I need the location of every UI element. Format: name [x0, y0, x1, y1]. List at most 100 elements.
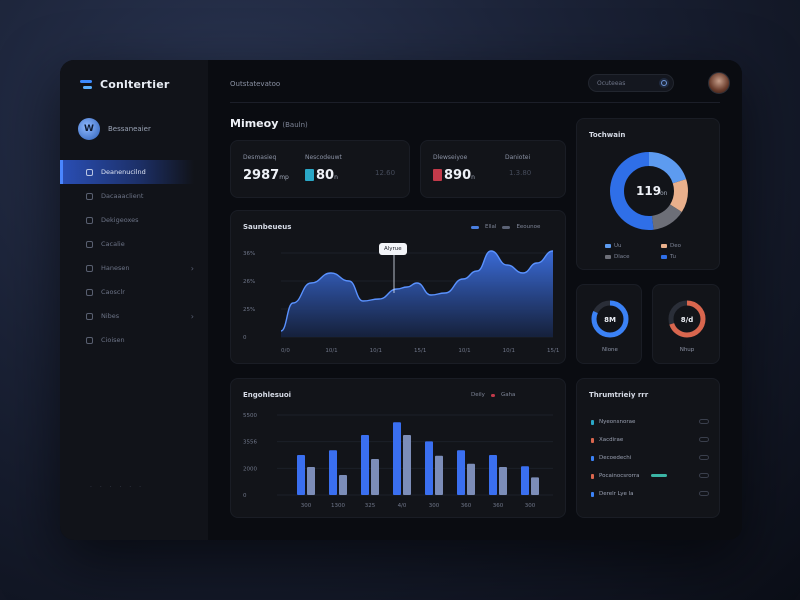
- sidebar-item[interactable]: Cacalie: [60, 232, 208, 256]
- area-chart: 36% 26% 25% 0 0/0 10/1 10/1 15/1 10/1 10/1 15/1: [243, 250, 559, 354]
- list-item-toggle[interactable]: [699, 455, 709, 460]
- donut-card[interactable]: Tochwain 119 on Uu Deo Dlace Tu: [576, 118, 720, 270]
- stat-unit: mp: [279, 174, 289, 181]
- list-item-marker: [591, 437, 594, 443]
- donut-slice: [610, 152, 688, 230]
- x-tick-label: 15/1: [547, 348, 559, 354]
- search-placeholder: Ocuteeas: [597, 79, 626, 87]
- chevron-right-icon: ›: [190, 311, 194, 321]
- legend-item: Deo: [661, 243, 701, 249]
- search-input[interactable]: Ocuteeas: [588, 74, 674, 92]
- area-chart-card[interactable]: Saunbeueus Ellal Eeounoe 36% 26% 25% 0 0/0 10…: [230, 210, 566, 364]
- avatar-initial: W: [84, 124, 94, 134]
- x-tick-label: 300: [301, 503, 312, 509]
- y-tick-label: 25%: [243, 307, 255, 313]
- mini-donut-label: Nhup: [680, 347, 695, 353]
- list-item-toggle[interactable]: [699, 491, 709, 496]
- sidebar-item[interactable]: Deanenucilnd: [60, 160, 194, 184]
- sidebar-item[interactable]: Nibes ›: [60, 304, 208, 328]
- list-item[interactable]: Decoedechi: [591, 452, 711, 464]
- x-tick-label: 10/1: [458, 348, 470, 354]
- stat-card[interactable]: Desmasieq 2987mp Nescodeuwt 80n 12.60: [230, 140, 410, 198]
- user-profile[interactable]: W Bessaneaier: [78, 118, 151, 140]
- sidebar-item[interactable]: Dacaaaclient: [60, 184, 208, 208]
- list-card[interactable]: Thrumtrieiy rrr Nyeonsnorae Xacdirae Decoe…: [576, 378, 720, 518]
- y-tick-label: 36%: [243, 251, 255, 257]
- list-item-marker: [591, 473, 594, 479]
- legend-swatch: [605, 244, 611, 248]
- sidebar-item[interactable]: Cioisen: [60, 328, 208, 352]
- mini-donut-card[interactable]: 8/d Nhup: [652, 284, 720, 364]
- sidebar-item[interactable]: Dekigeoxes: [60, 208, 208, 232]
- nav-item-icon: [86, 336, 93, 344]
- sidebar: Conltertier W Bessaneaier Deanenucilnd Da…: [60, 60, 208, 540]
- bar-chart-card[interactable]: Engohlesuoi Deily Gaha 5500 3556 2000 0 300 1…: [230, 378, 566, 518]
- y-tick-label: 26%: [243, 279, 255, 285]
- stat-label: Nescodeuwt: [305, 154, 342, 161]
- bar: [371, 459, 379, 495]
- bar: [457, 450, 465, 495]
- donut-slice: [610, 152, 688, 230]
- chart-tooltip: Alyrue: [379, 243, 407, 255]
- dashboard-window: Conltertier W Bessaneaier Deanenucilnd Da…: [60, 60, 742, 540]
- x-tick-label: 300: [429, 503, 440, 509]
- sidebar-item-label: Hanesen: [101, 264, 130, 272]
- area-fill: [281, 251, 553, 337]
- legend-swatch: [661, 244, 667, 248]
- bar: [425, 441, 433, 495]
- sidebar-item-label: Cacalie: [101, 240, 125, 248]
- stat-secondary: 1.3.80: [509, 169, 532, 177]
- x-tick-label: 15/1: [414, 348, 426, 354]
- x-tick-label: 300: [525, 503, 536, 509]
- profile-avatar[interactable]: [708, 72, 730, 94]
- list-item[interactable]: Derelr Lye la: [591, 488, 711, 500]
- legend-item: Dlace: [605, 254, 661, 260]
- list-item[interactable]: Pocainocsrorra: [591, 470, 711, 482]
- stat-value: 890n: [433, 168, 475, 183]
- x-tick-label: 10/1: [370, 348, 382, 354]
- list-item[interactable]: Xacdirae: [591, 434, 711, 446]
- stat-secondary: 12.60: [375, 169, 396, 177]
- sidebar-item-label: Cioisen: [101, 336, 125, 344]
- sidebar-item-label: Dacaaaclient: [101, 192, 144, 200]
- x-tick-label: 10/1: [325, 348, 337, 354]
- sidebar-item-label: Nibes: [101, 312, 120, 320]
- page-title: Outstatevatoo: [230, 80, 281, 88]
- y-tick-label: 0: [243, 493, 247, 499]
- brand[interactable]: Conltertier: [80, 78, 170, 91]
- stat-chip: [433, 169, 442, 181]
- sidebar-item[interactable]: Hanesen ›: [60, 256, 208, 280]
- list-item-toggle[interactable]: [699, 437, 709, 442]
- legend-swatch: [661, 255, 667, 259]
- list-item[interactable]: Nyeonsnorae: [591, 416, 711, 428]
- mini-donut-value: 8M: [604, 316, 616, 324]
- bar: [393, 422, 401, 495]
- section-title-text: Mimeoy: [230, 117, 279, 130]
- bar: [329, 450, 337, 495]
- mini-donut-arc: [591, 300, 629, 338]
- mini-donut-card[interactable]: 8M Nlone: [576, 284, 642, 364]
- donut-center-value: 119: [636, 184, 661, 198]
- sidebar-item-label: Dekigeoxes: [101, 216, 139, 224]
- bar: [361, 435, 369, 495]
- donut-legend: Uu Deo Dlace Tu: [605, 243, 701, 260]
- legend-label: Ellal: [485, 224, 497, 230]
- list-item-toggle[interactable]: [699, 473, 709, 478]
- legend-swatch: [490, 393, 495, 397]
- search-icon[interactable]: [659, 78, 669, 88]
- y-tick-label: 3556: [243, 440, 257, 446]
- list-item-toggle[interactable]: [699, 419, 709, 424]
- sidebar-item-label: Caosclr: [101, 288, 125, 296]
- sidebar-item[interactable]: Caosclr: [60, 280, 208, 304]
- legend-label: Tu: [670, 254, 677, 260]
- stat-number: 2987: [243, 168, 280, 183]
- stat-card[interactable]: Dlewseiyoe 890n Daniotei 1.3.80: [420, 140, 566, 198]
- topbar: Outstatevatoo Ocuteeas: [230, 72, 730, 103]
- bar: [489, 455, 497, 495]
- stat-label: Daniotei: [505, 154, 531, 161]
- section-title: Mimeoy (Bauln): [230, 117, 308, 130]
- list-item-label: Pocainocsrorra: [599, 473, 640, 479]
- stat-number: 890: [444, 168, 472, 183]
- legend-label: Uu: [614, 243, 622, 249]
